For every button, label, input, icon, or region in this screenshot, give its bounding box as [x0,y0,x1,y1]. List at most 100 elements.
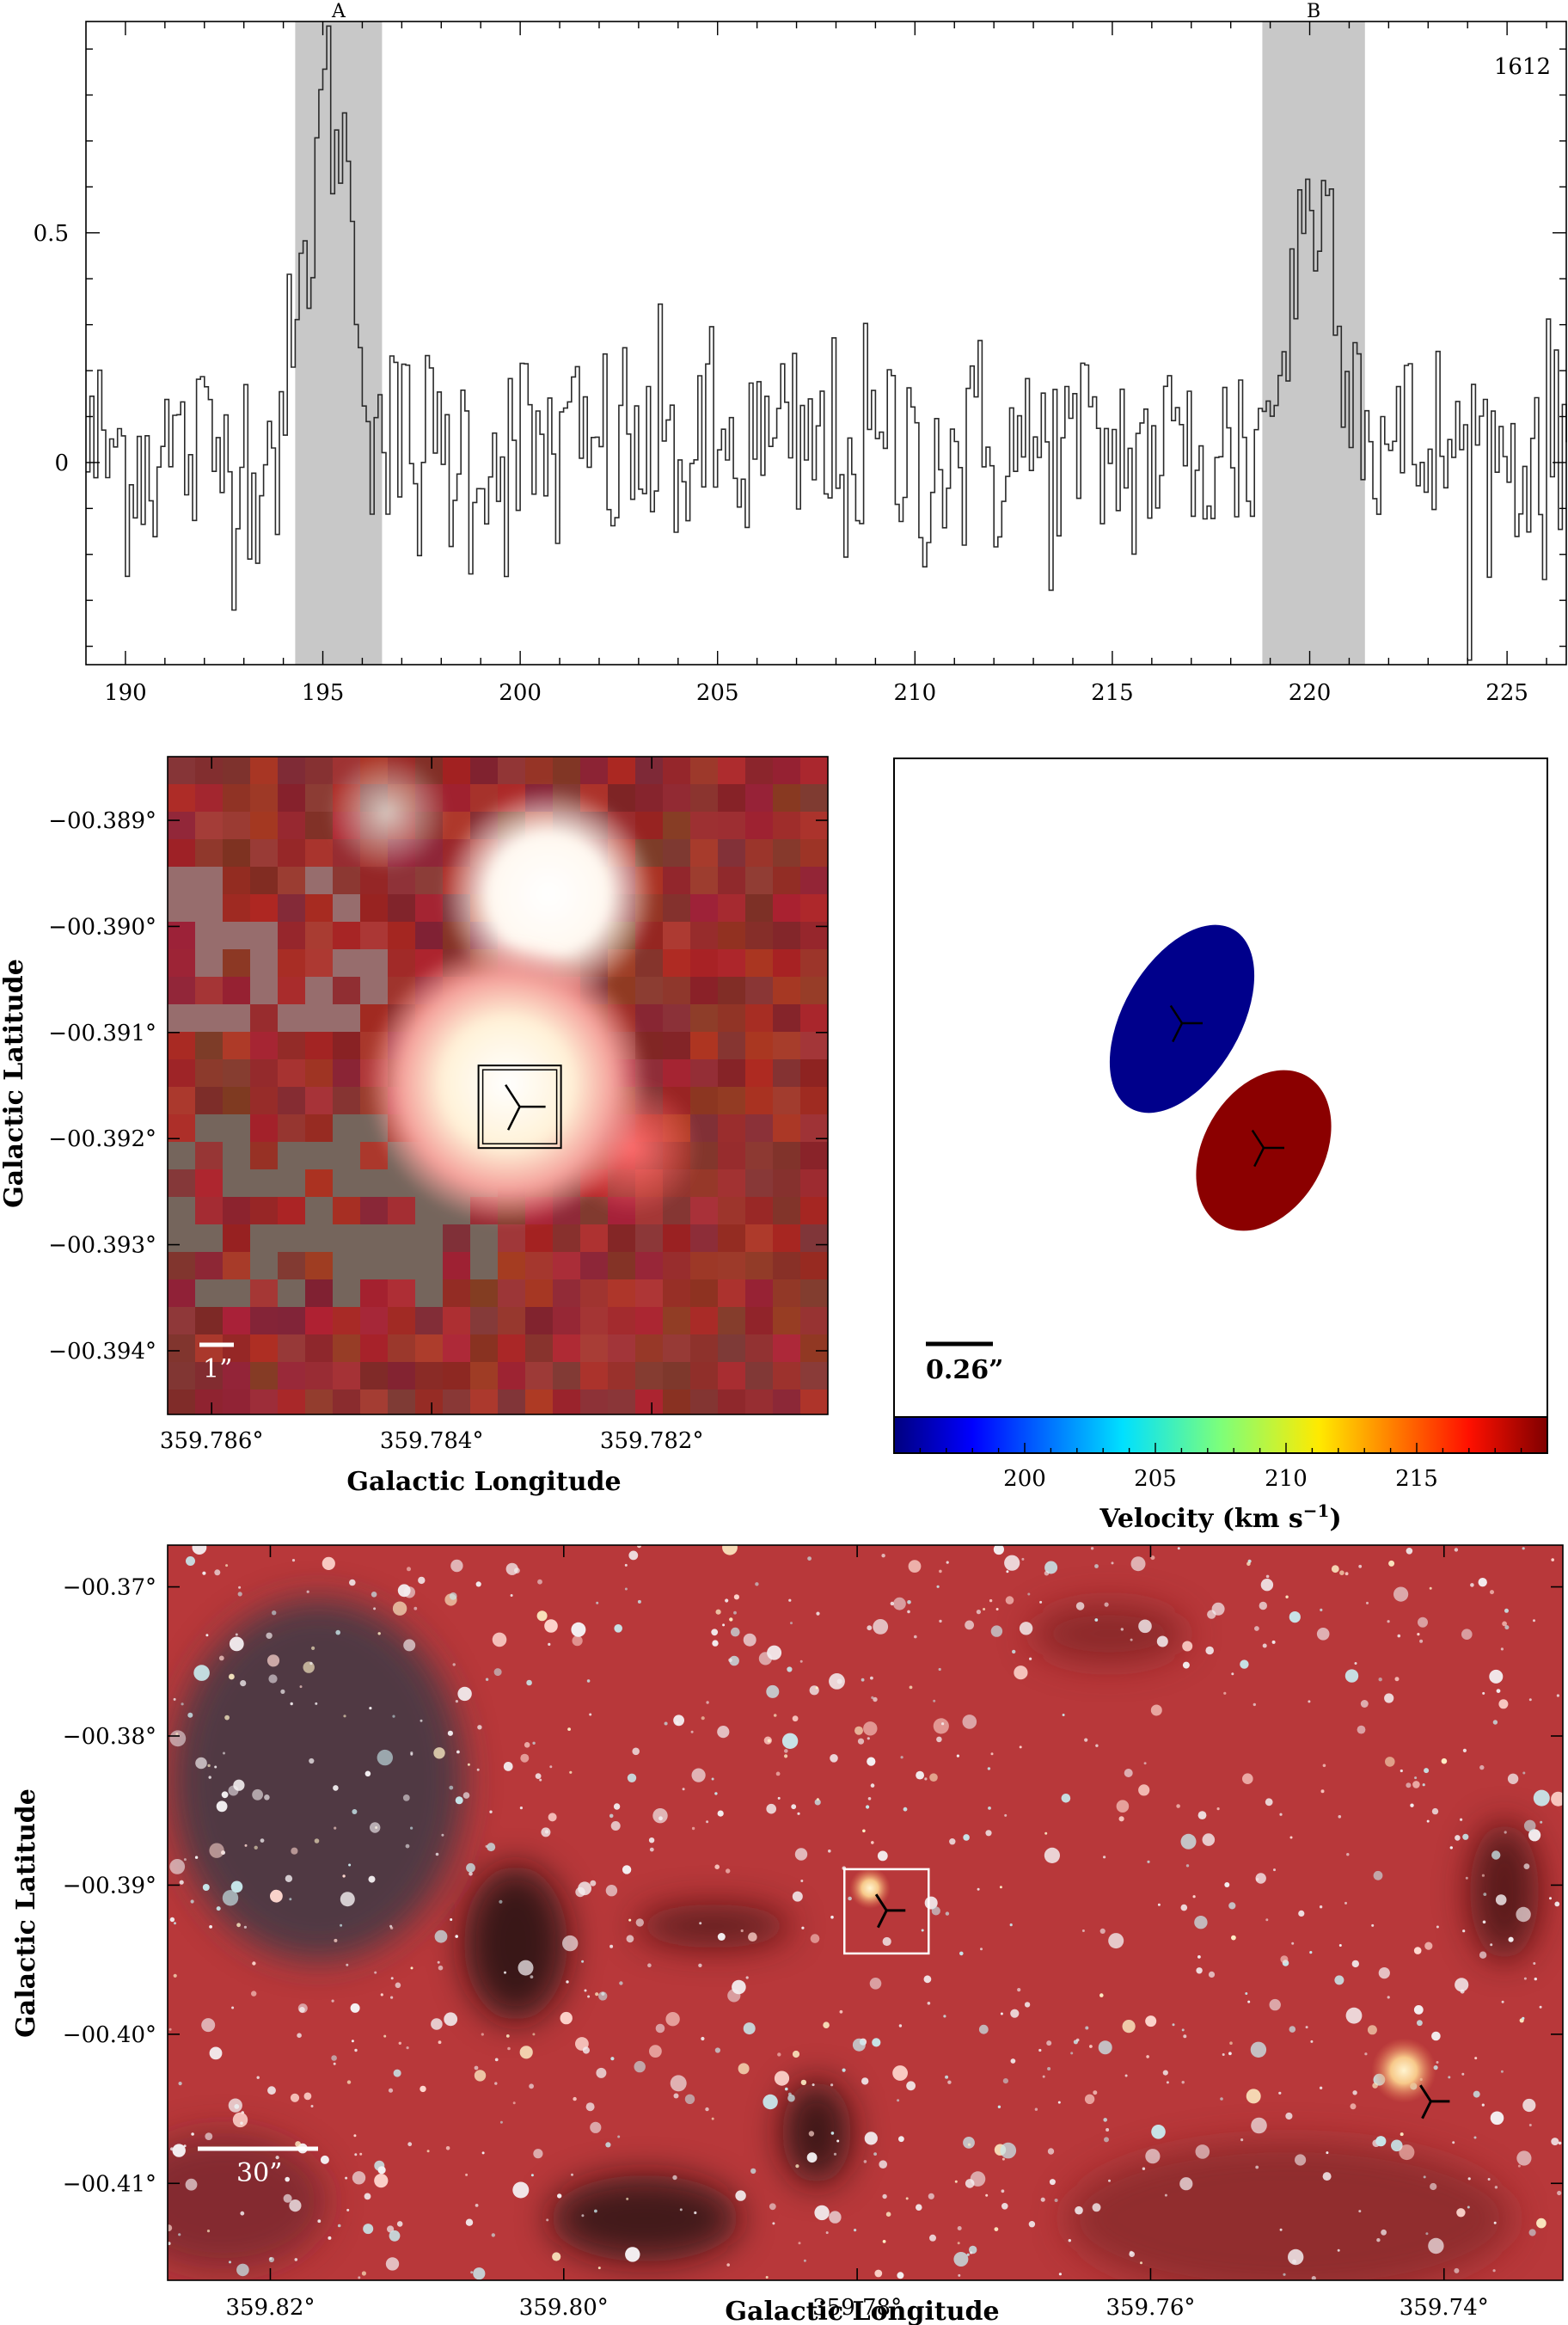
image-pixel [745,949,773,977]
star [333,1785,339,1791]
star [649,1847,654,1852]
star [1358,2210,1362,2213]
star [1316,1628,1330,1641]
wide-ylabel: Galactic Latitude [11,1788,41,2038]
star [898,2024,903,2027]
image-pixel [195,1142,223,1169]
image-pixel [223,949,250,977]
image-pixel [580,1362,608,1389]
star [275,2156,279,2160]
image-pixel [800,1169,828,1197]
image-pixel [168,1252,195,1279]
star [560,2011,573,2025]
image-pixel [415,922,443,949]
spectrum-ticks: 190 195 200 205 210 215 220 225 0 0.5 [34,21,1566,706]
star [931,1906,940,1916]
star [854,2229,857,2232]
image-pixel [278,1059,305,1087]
image-pixel [553,1307,580,1334]
star [673,1715,684,1727]
star [1501,2000,1504,2003]
star [477,1725,482,1730]
star [322,1556,335,1570]
image-pixel [168,1087,195,1114]
image-pixel [415,1279,443,1307]
wide-field-ticks: 359.82° 359.80° 359.78° 359.76° 359.74° −00.3… [63,1545,1563,2321]
star [456,1750,460,1754]
image-pixel [608,1307,635,1334]
star [406,2046,409,2050]
star [470,2271,474,2274]
image-pixel [195,1087,223,1114]
star [1021,1557,1025,1561]
image-pixel [305,1334,333,1362]
spectrum-frame [85,21,1567,666]
image-pixel [360,1362,388,1389]
image-pixel [415,1307,443,1334]
star [438,1965,444,1971]
image-pixel [195,757,223,784]
star [699,1922,702,1925]
image-pixel [773,949,800,977]
star [1319,2086,1323,2089]
image-pixel [663,1334,690,1362]
image-pixel [333,894,360,922]
star [359,2152,363,2156]
image-pixel [718,1389,745,1414]
star [410,1966,413,1970]
star [1262,1643,1267,1648]
star [988,1807,991,1810]
star [706,1820,709,1824]
image-pixel [498,1362,525,1389]
star [1180,1833,1197,1850]
star [457,1686,472,1702]
star [299,2007,305,2013]
star [1288,2248,1304,2266]
star [475,2204,479,2207]
image-pixel [168,1307,195,1334]
image-pixel [443,1279,470,1307]
star [1039,1600,1043,1604]
image-pixel [168,1389,195,1414]
star [714,2047,721,2053]
star [418,1576,426,1585]
star [1482,1920,1486,1924]
image-pixel [745,1169,773,1197]
star [435,1852,439,1856]
star [1042,2075,1045,2078]
star [1014,1666,1028,1680]
image-pixel [718,949,745,977]
star [1044,1561,1058,1574]
image-pixel [250,1362,278,1389]
star [481,2151,485,2155]
star [871,1841,874,1844]
star [625,2247,640,2262]
star [438,2040,442,2045]
spectrum-line-label: 1612 [1494,54,1551,80]
star [1517,2164,1521,2168]
star [882,1936,891,1947]
image-pixel [800,1032,828,1059]
image-pixel [690,1307,718,1334]
star [1465,1876,1468,1880]
image-pixel [663,757,690,784]
maser-markers-wide [842,1868,1450,2119]
star [1426,1819,1430,1823]
star [473,2267,486,2280]
marker-box [842,1868,930,1955]
star [731,1627,740,1637]
star [943,2015,946,2018]
star [571,2173,573,2176]
image-pixel [773,867,800,894]
star [1058,2273,1062,2276]
star [597,2267,601,2270]
image-pixel [278,1389,305,1414]
image-pixel [553,1252,580,1279]
star [290,2093,300,2102]
y-tick-label: −00.389° [48,808,156,834]
image-pixel [525,1252,553,1279]
star [729,1617,733,1622]
star [320,2155,329,2164]
image-pixel [690,1334,718,1362]
image-pixel [498,1307,525,1334]
